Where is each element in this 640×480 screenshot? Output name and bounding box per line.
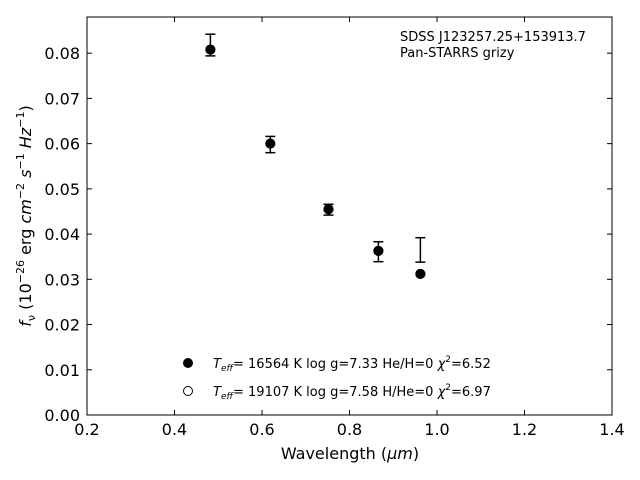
- data-points: [205, 44, 426, 279]
- legend-marker-open: [183, 386, 193, 396]
- x-tick-label: 0.8: [337, 420, 362, 439]
- plot-area: [86, 16, 613, 416]
- x-tick-label: 0.4: [162, 420, 187, 439]
- model-point-filled: [415, 268, 426, 279]
- x-tick-label: 0.2: [74, 420, 99, 439]
- x-axis-label: Wavelength (μm): [281, 444, 419, 463]
- y-tick-label: 0.06: [44, 135, 80, 154]
- annotation-survey: Pan-STARRS grizy: [400, 46, 515, 61]
- model-point-filled: [373, 245, 384, 256]
- x-axis-ticks: 0.2 0.4 0.6 0.8 1.0 1.2 1.4: [74, 17, 625, 439]
- legend-label-1: Teff= 16564 K log g=7.33 He/H=0 χ2=6.52: [213, 355, 491, 374]
- y-tick-label: 0.04: [44, 225, 80, 244]
- y-axis-ticks: 0.00 0.01 0.02 0.03 0.04 0.05 0.06 0.07 0.08: [44, 44, 612, 425]
- y-tick-label: 0.00: [44, 406, 80, 425]
- annotation-object-name: SDSS J123257.25+153913.7: [400, 30, 586, 45]
- model-point-filled: [205, 44, 216, 55]
- y-tick-label: 0.02: [44, 316, 80, 335]
- legend: Teff= 16564 K log g=7.33 He/H=0 χ2=6.52 …: [183, 355, 491, 402]
- y-tick-label: 0.01: [44, 361, 80, 380]
- model-point-filled: [265, 138, 276, 149]
- x-tick-label: 1.4: [599, 420, 624, 439]
- x-tick-label: 0.6: [249, 420, 274, 439]
- y-tick-label: 0.05: [44, 180, 80, 199]
- x-tick-label: 1.0: [424, 420, 449, 439]
- x-tick-label: 1.2: [512, 420, 537, 439]
- y-tick-label: 0.03: [44, 270, 80, 289]
- model-point-filled: [323, 204, 334, 215]
- legend-label-2: Teff= 19107 K log g=7.58 H/He=0 χ2=6.97: [213, 383, 491, 402]
- y-tick-label: 0.08: [44, 44, 80, 63]
- y-axis-label: fν (10−26 erg cm−2 s−1 Hz−1): [14, 105, 38, 326]
- legend-marker-filled: [183, 358, 193, 368]
- y-tick-label: 0.07: [44, 89, 80, 108]
